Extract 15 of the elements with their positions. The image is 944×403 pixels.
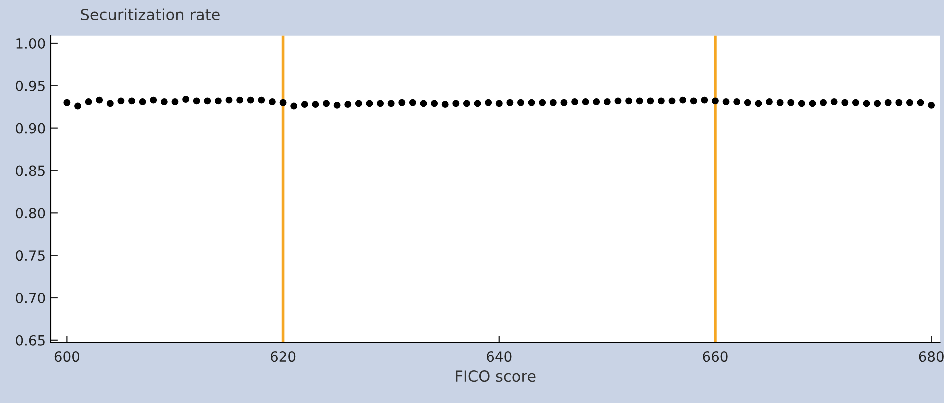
x-tick-label: 640 (487, 352, 512, 362)
x-tick-label: 660 (703, 352, 728, 362)
y-tick-label: 0.65 (16, 335, 45, 346)
x-tick-label: 600 (54, 352, 80, 362)
y-axis-title: Securitization rate (81, 8, 220, 21)
y-tick-label: 1.00 (16, 38, 46, 49)
x-tick-label: 680 (919, 352, 944, 362)
y-tick-label: 0.95 (16, 80, 45, 92)
y-tick-label: 0.90 (16, 123, 46, 134)
x-tick-label: 620 (270, 352, 296, 362)
y-tick-label: 0.70 (16, 292, 46, 304)
y-tick-label: 0.85 (16, 166, 45, 176)
y-tick-label: 0.80 (16, 208, 46, 219)
y-tick-label: 0.75 (16, 250, 45, 262)
x-axis-title: FICO score (456, 370, 536, 382)
